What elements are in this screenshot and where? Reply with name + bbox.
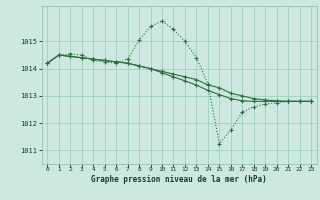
X-axis label: Graphe pression niveau de la mer (hPa): Graphe pression niveau de la mer (hPa) (91, 175, 267, 184)
